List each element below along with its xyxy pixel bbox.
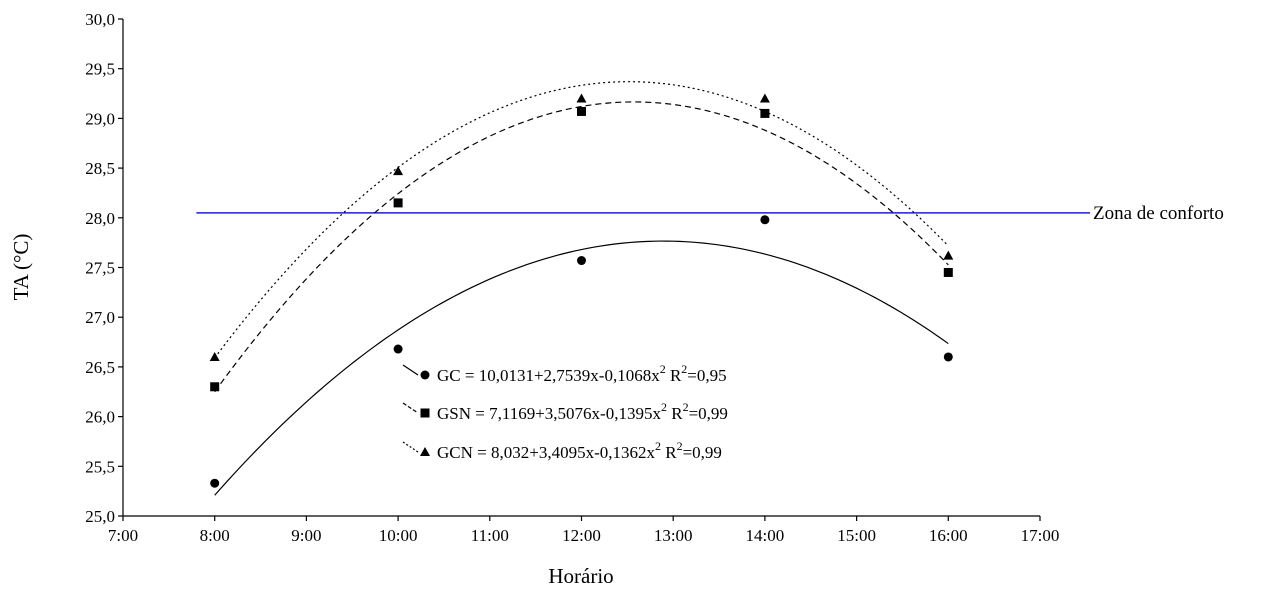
legend-marker-gsn <box>420 408 430 418</box>
x-axis-label: Horário <box>548 564 613 588</box>
data-point-gcn <box>209 351 220 361</box>
data-points <box>209 93 954 488</box>
data-point-gsn <box>393 198 403 208</box>
data-point-gsn <box>577 106 586 116</box>
data-point-gcn <box>393 166 404 176</box>
data-point-gc <box>943 352 953 362</box>
legend-label-gcn: GCN = 8,032+3,4095x-0,1362x2 R2=0,99 <box>437 439 722 462</box>
x-tick-label: 9:00 <box>291 526 321 545</box>
y-tick-label: 30,0 <box>85 10 115 29</box>
y-tick-label: 26,5 <box>85 358 115 377</box>
x-tick-label: 15:00 <box>837 526 876 545</box>
data-point-gsn <box>210 382 220 392</box>
y-tick-label: 27,0 <box>85 308 115 327</box>
y-ticks: 25,0 25,5 26,0 26,5 27,0 27,5 28,0 28,5 29,0 29,5… <box>85 10 123 526</box>
fit-curve-gcn <box>214 81 949 359</box>
data-point-gsn <box>943 267 953 277</box>
legend-marker-gc <box>420 370 430 380</box>
x-tick-label: 16:00 <box>929 526 968 545</box>
legend-label-gsn: GSN = 7,1169+3,5076x-0,1395x2 R2=0,99 <box>437 400 728 423</box>
data-point-gsn <box>760 108 770 118</box>
y-tick-label: 29,5 <box>85 60 115 79</box>
fit-curve-gc <box>214 240 949 496</box>
data-point-gc <box>210 478 220 488</box>
x-tick-label: 11:00 <box>471 526 509 545</box>
y-tick-label: 26,0 <box>85 408 115 427</box>
fit-curve-gsn <box>214 101 949 393</box>
legend-line-gcn <box>402 441 419 453</box>
legend: GC = 10,0131+2,7539x-0,1068x2 R2=0,95 GSN… <box>402 362 728 462</box>
x-tick-label: 8:00 <box>200 526 230 545</box>
legend-line-gsn <box>402 402 419 414</box>
y-tick-label: 29,0 <box>85 109 115 128</box>
y-axis-label: TA (°C) <box>9 234 33 301</box>
x-tick-label: 10:00 <box>379 526 418 545</box>
x-ticks: 7:00 8:00 9:00 10:00 11:00 12:00 13:00 14:00 15:… <box>108 516 1059 545</box>
y-tick-label: 27,5 <box>85 259 115 278</box>
legend-line-gc <box>402 364 419 376</box>
x-tick-label: 13:00 <box>654 526 693 545</box>
data-point-gcn <box>576 93 587 103</box>
y-tick-label: 28,5 <box>85 159 115 178</box>
legend-marker-gcn <box>420 447 430 456</box>
legend-label-gc: GC = 10,0131+2,7539x-0,1068x2 R2=0,95 <box>437 362 727 385</box>
y-tick-label: 28,0 <box>85 209 115 228</box>
x-tick-label: 7:00 <box>108 526 138 545</box>
data-point-gcn <box>943 250 954 260</box>
fit-curves <box>214 81 949 496</box>
data-point-gc <box>577 256 586 266</box>
x-tick-label: 12:00 <box>562 526 601 545</box>
comfort-zone: Zona de conforto <box>196 203 1224 224</box>
x-tick-label: 14:00 <box>746 526 785 545</box>
data-point-gc <box>760 215 770 225</box>
comfort-zone-label: Zona de conforto <box>1093 203 1224 224</box>
x-tick-label: 17:00 <box>1021 526 1060 545</box>
y-tick-label: 25,5 <box>85 457 115 476</box>
y-tick-label: 25,0 <box>85 507 115 526</box>
data-point-gc <box>393 344 403 354</box>
data-point-gcn <box>759 93 770 103</box>
